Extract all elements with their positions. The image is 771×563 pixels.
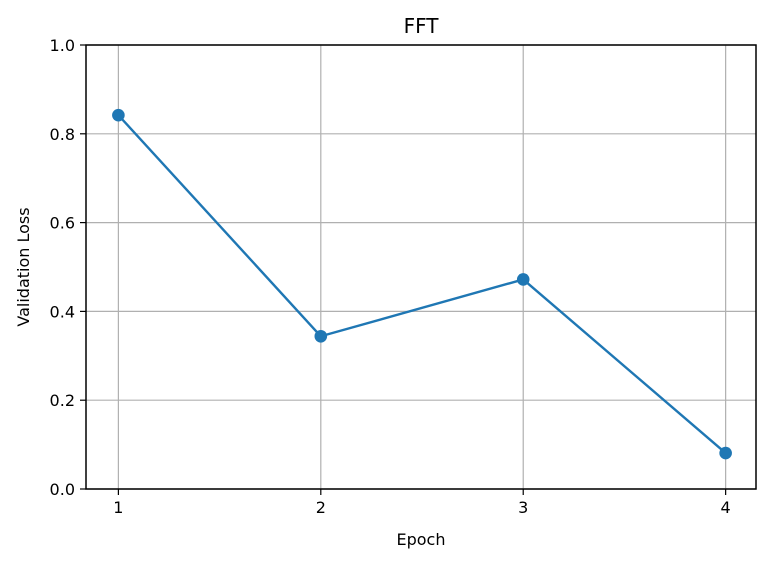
- data-point-marker: [719, 446, 732, 460]
- plot-area: 1 2 3 4 0.0 0.2 0.4 0.6 0.8 1.0: [50, 36, 757, 517]
- y-tick-label: 0.0: [50, 480, 75, 499]
- data-series: [112, 108, 732, 460]
- data-point-marker: [516, 273, 530, 286]
- data-point-marker: [112, 108, 125, 122]
- axes-frame: [85, 44, 757, 490]
- x-axis-label: Epoch: [397, 530, 446, 549]
- x-tick-label: 2: [316, 498, 326, 517]
- chart-title: FFT: [404, 14, 440, 38]
- x-tick-label: 4: [721, 498, 731, 517]
- x-axis-ticks: 1 2 3 4: [113, 489, 731, 517]
- y-axis-label: Validation Loss: [14, 207, 33, 326]
- y-axis-ticks: 0.0 0.2 0.4 0.6 0.8 1.0: [50, 36, 86, 499]
- y-tick-label: 0.4: [50, 302, 75, 321]
- y-tick-label: 1.0: [50, 36, 75, 55]
- x-tick-label: 3: [518, 498, 528, 517]
- y-tick-label: 0.6: [50, 214, 75, 233]
- data-point-marker: [314, 329, 328, 343]
- y-tick-label: 0.2: [50, 391, 75, 410]
- series-line: [117, 113, 727, 455]
- y-tick-label: 0.8: [50, 125, 75, 144]
- x-tick-label: 1: [113, 498, 123, 517]
